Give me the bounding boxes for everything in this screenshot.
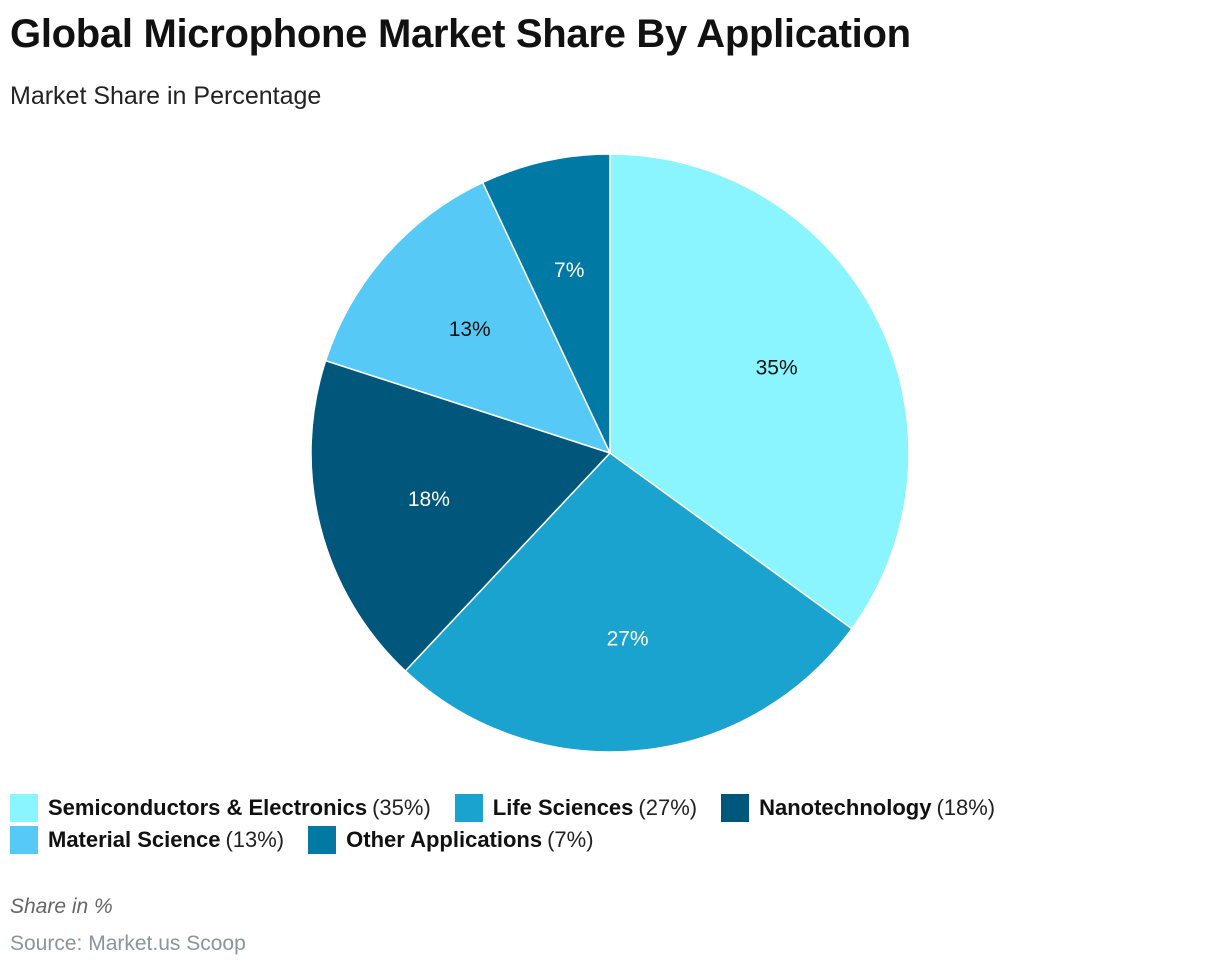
legend-label: Life Sciences [492, 795, 634, 820]
legend-swatch [721, 794, 750, 822]
legend-label: Nanotechnology [759, 795, 932, 820]
legend-item[interactable]: Semiconductors & Electronics (35%) [10, 794, 431, 822]
pie-slice-0[interactable] [609, 153, 910, 630]
slice-label-4: 7% [554, 259, 584, 282]
legend-label: Other Applications [346, 827, 543, 852]
legend-value: (18%) [936, 795, 996, 820]
legend-value: (7%) [547, 827, 594, 852]
legend-item[interactable]: Life Sciences (27%) [454, 794, 698, 822]
pie-chart: 35% 27% 18% 13% 7% [310, 153, 910, 753]
slice-label-2: 18% [408, 488, 450, 511]
slice-label-3: 13% [449, 318, 491, 341]
legend-label: Material Science [48, 827, 221, 852]
pie-slice-2[interactable] [310, 359, 612, 673]
pie-slice-1[interactable] [404, 452, 853, 753]
chart-source: Source: Market.us Scoop [10, 932, 246, 955]
legend-label: Semiconductors & Electronics [48, 795, 368, 820]
slice-label-1: 27% [607, 628, 649, 651]
pie-slice-4[interactable] [481, 153, 611, 454]
legend-value: (35%) [372, 795, 431, 820]
legend-item[interactable]: Material Science (13%) [10, 826, 284, 854]
legend-swatch [308, 826, 337, 854]
legend-value: (13%) [225, 827, 285, 852]
legend-swatch [10, 794, 38, 822]
legend: Semiconductors & Electronics (35%) Life S… [10, 792, 1110, 856]
legend-swatch [454, 794, 483, 822]
pie-slice-3[interactable] [324, 181, 612, 455]
legend-item[interactable]: Other Applications (7%) [308, 826, 594, 854]
legend-swatch [10, 826, 38, 854]
chart-title: Global Microphone Market Share By Applic… [10, 12, 911, 56]
slice-label-0: 35% [756, 357, 798, 380]
legend-value: (27%) [638, 795, 698, 820]
legend-item[interactable]: Nanotechnology (18%) [721, 794, 995, 822]
chart-subtitle: Market Share in Percentage [10, 82, 322, 110]
chart-note: Share in % [10, 895, 113, 918]
